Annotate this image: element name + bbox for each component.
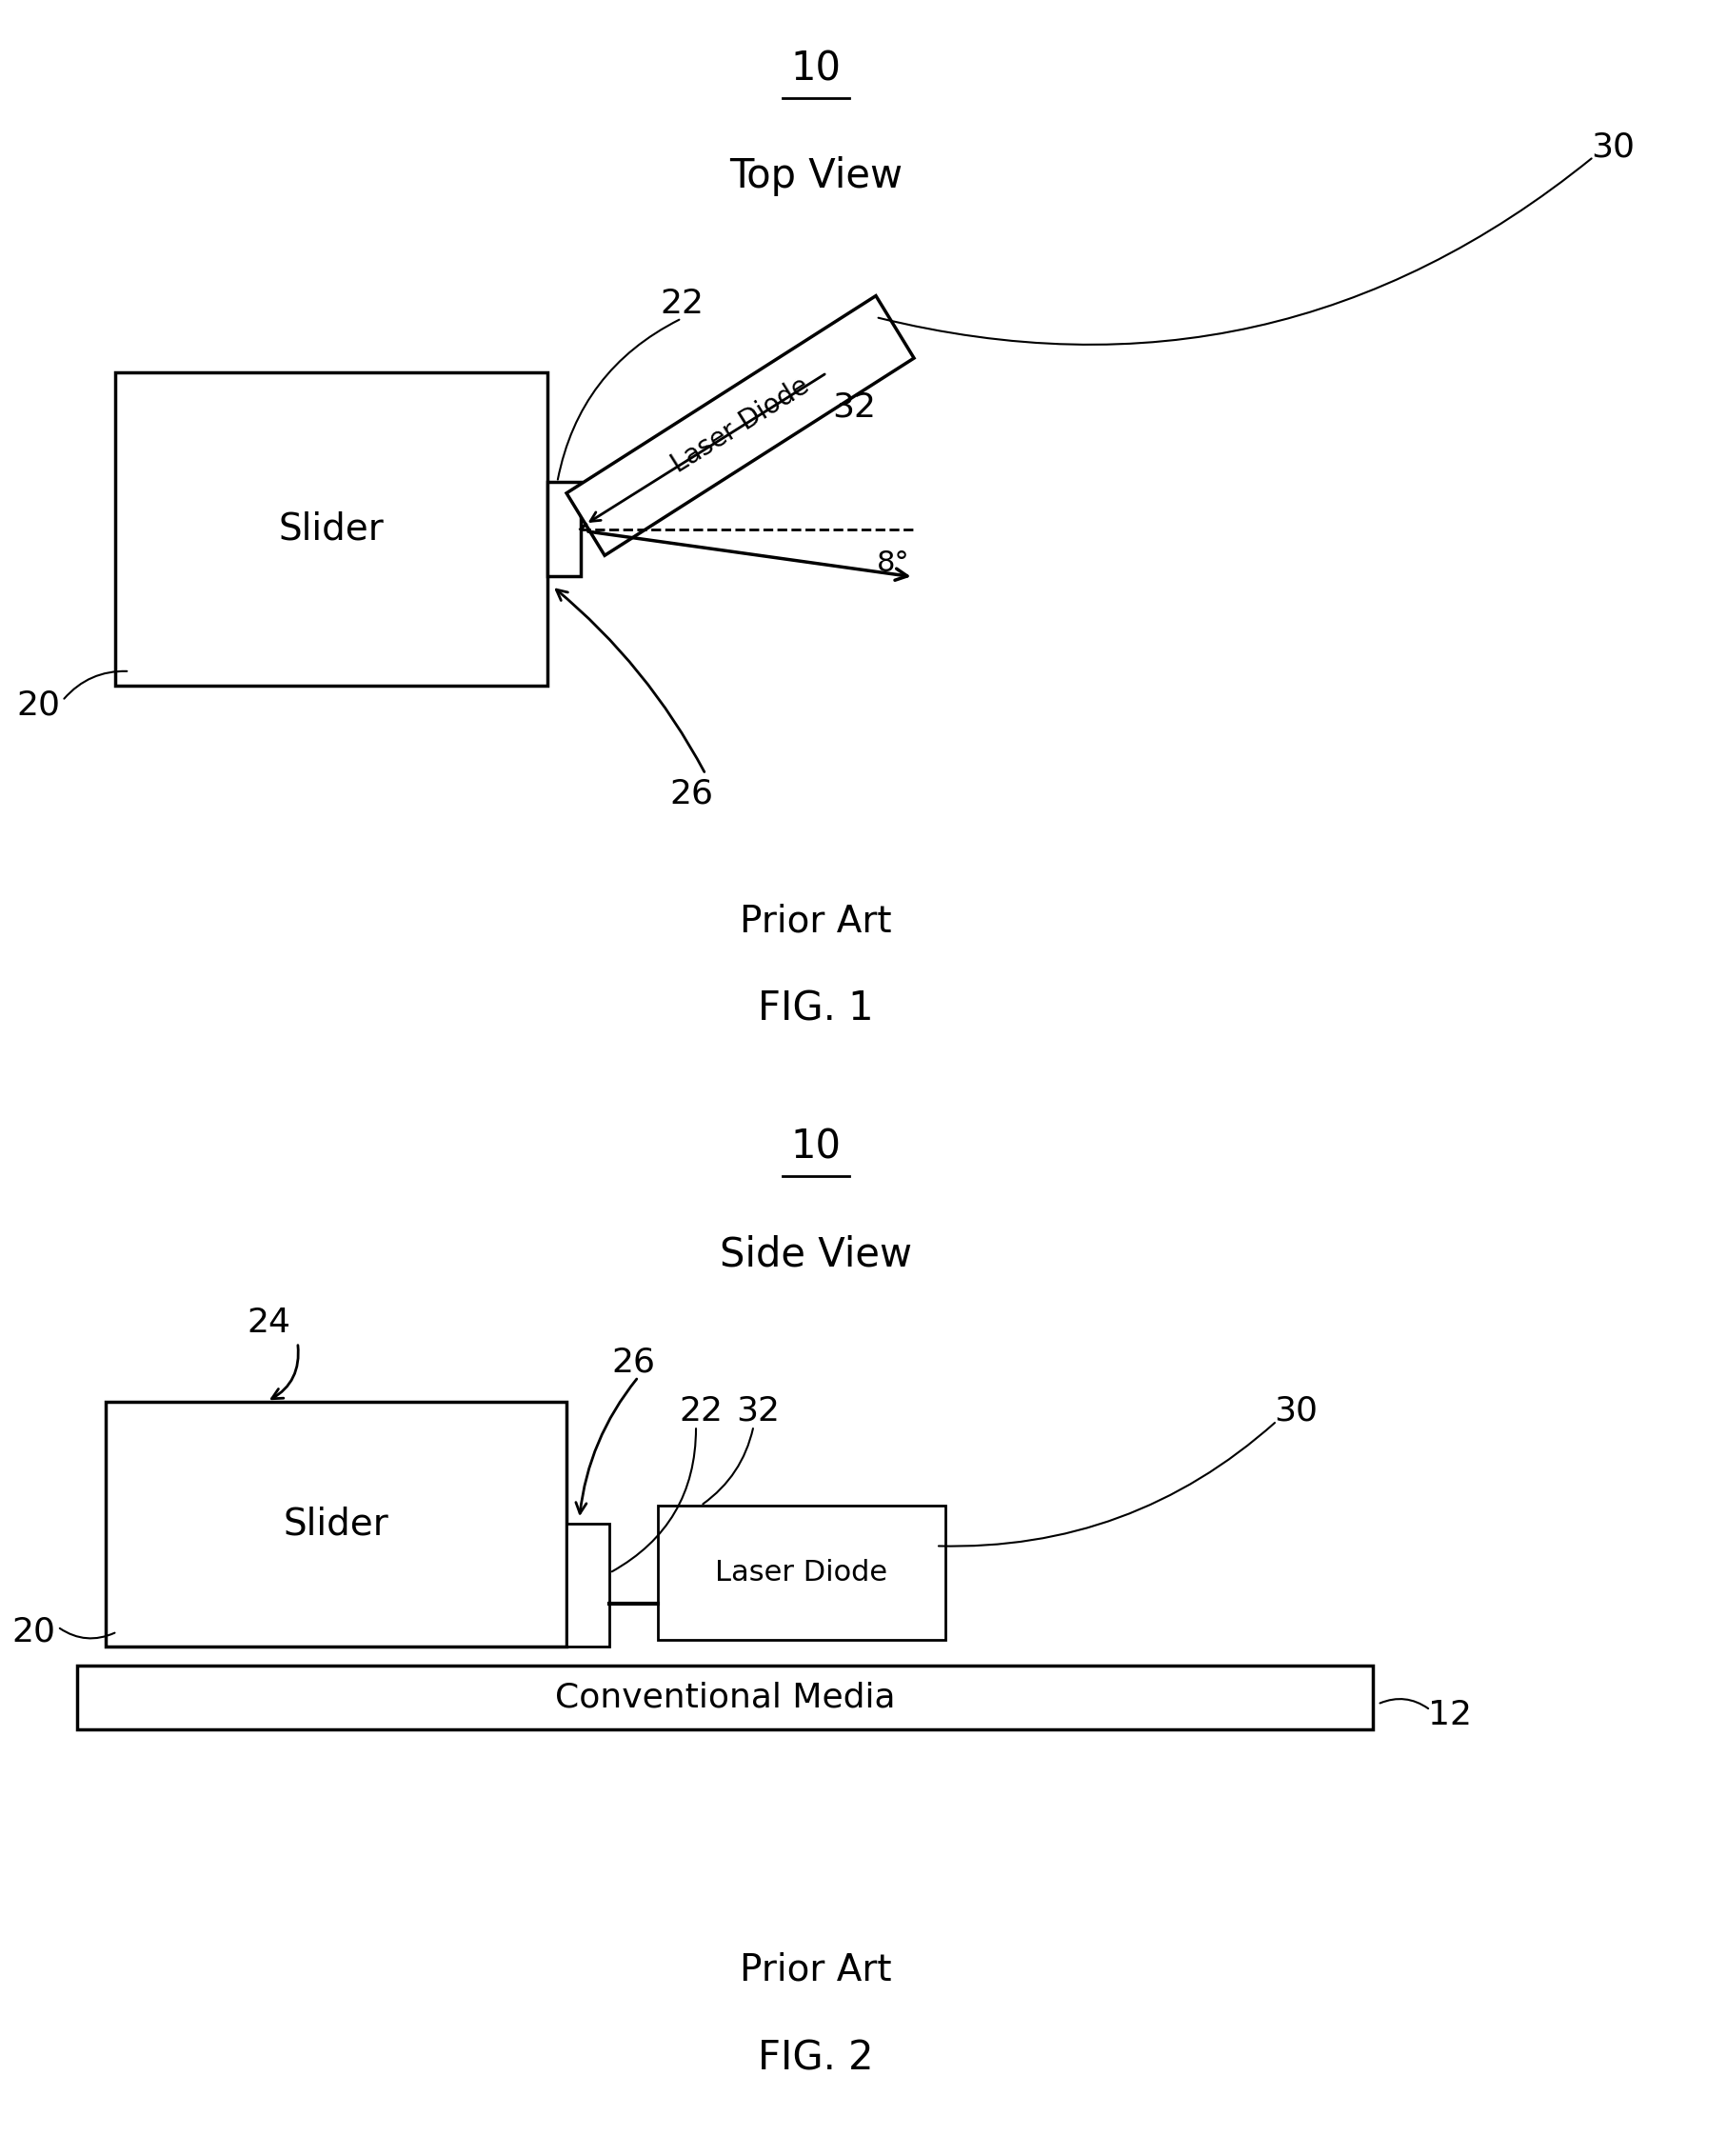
Bar: [658, 1505, 945, 1641]
Text: 10: 10: [791, 50, 841, 88]
Text: FIG. 2: FIG. 2: [758, 2037, 874, 2078]
Text: Conventional Media: Conventional Media: [554, 1682, 895, 1714]
Bar: [566, 1524, 610, 1647]
Text: 30: 30: [1273, 1395, 1318, 1427]
Text: 20: 20: [17, 690, 60, 722]
Text: Top View: Top View: [729, 157, 901, 196]
Text: 24: 24: [247, 1307, 290, 1339]
Text: Slider: Slider: [278, 511, 383, 548]
Text: 12: 12: [1427, 1699, 1471, 1731]
Text: 22: 22: [660, 287, 703, 319]
Text: 10: 10: [791, 1128, 841, 1166]
Bar: [547, 483, 580, 576]
Text: Slider: Slider: [283, 1505, 389, 1542]
Text: 20: 20: [12, 1615, 55, 1647]
Text: 22: 22: [679, 1395, 722, 1427]
Bar: [566, 295, 914, 556]
Text: 26: 26: [611, 1345, 655, 1378]
Text: Prior Art: Prior Art: [739, 903, 891, 940]
Text: Laser Diode: Laser Diode: [715, 1559, 888, 1587]
Text: 26: 26: [668, 778, 713, 811]
Bar: [116, 373, 547, 686]
Text: 32: 32: [736, 1395, 781, 1427]
Text: 8°: 8°: [876, 550, 908, 578]
Text: Prior Art: Prior Art: [739, 1951, 891, 1988]
Bar: [76, 1667, 1371, 1729]
Text: 32: 32: [832, 390, 876, 423]
Bar: [105, 1401, 566, 1647]
Text: FIG. 1: FIG. 1: [758, 990, 874, 1028]
Text: 30: 30: [1591, 132, 1634, 164]
Text: Side View: Side View: [720, 1235, 912, 1274]
Text: Laser Diode: Laser Diode: [667, 373, 813, 479]
